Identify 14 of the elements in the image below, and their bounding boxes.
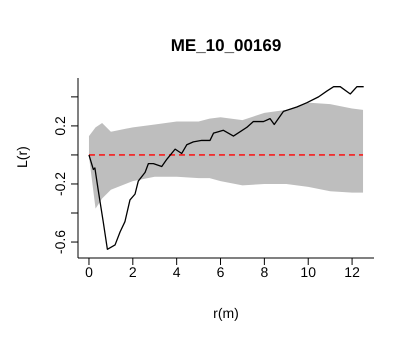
chart-title: ME_10_00169: [170, 36, 282, 56]
y-tick-label: -0.6: [52, 230, 68, 254]
x-tick-label: 6: [216, 264, 225, 280]
x-tick-label: 4: [172, 264, 181, 280]
x-tick-label: 12: [344, 264, 360, 280]
x-tick-label: 2: [128, 264, 137, 280]
y-tick-label: -0.2: [52, 172, 68, 196]
x-tick-label: 0: [85, 264, 94, 280]
x-tick-label: 8: [260, 264, 268, 280]
x-tick-label: 10: [300, 264, 316, 280]
y-tick-label: 0.2: [52, 116, 68, 136]
y-axis-title: L(r): [14, 146, 30, 168]
line-series: [88, 86, 364, 250]
x-axis-title: r(m): [213, 305, 239, 321]
